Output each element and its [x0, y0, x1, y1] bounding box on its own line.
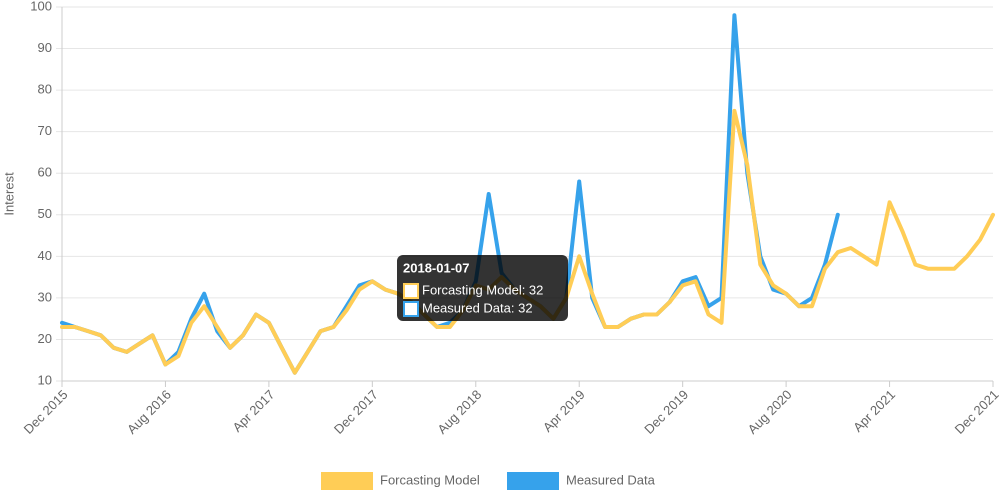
tooltip-swatch: [403, 283, 419, 299]
y-axis-label: Interest: [1, 172, 16, 216]
x-tick-label: Aug 2016: [124, 387, 174, 437]
legend-label: Forcasting Model: [380, 472, 480, 487]
tooltip-item: Measured Data: 32: [422, 300, 533, 315]
series-line: [60, 108, 995, 375]
tooltip-swatch: [403, 301, 419, 317]
x-tick-label: Dec 2015: [21, 387, 71, 437]
y-tick-label: 100: [30, 0, 52, 13]
x-tick-label: Apr 2019: [540, 387, 588, 435]
legend: Forcasting Model Measured Data: [321, 472, 656, 490]
series-line: [60, 13, 840, 375]
tooltip-title: 2018-01-07: [403, 260, 470, 275]
legend-swatch: [321, 472, 373, 490]
y-tick-label: 20: [38, 331, 52, 346]
x-tick-label: Apr 2021: [850, 387, 898, 435]
legend-swatch: [507, 472, 559, 490]
x-tick-label: Dec 2021: [952, 387, 1002, 437]
tooltip-box: [397, 255, 568, 321]
x-tick-label: Dec 2017: [331, 387, 381, 437]
x-tick-label: Aug 2018: [434, 387, 484, 437]
y-tick-label: 60: [38, 165, 52, 180]
x-tick-label: Apr 2017: [230, 387, 278, 435]
y-tick-label: 80: [38, 82, 52, 97]
y-tick-label: 70: [38, 123, 52, 138]
tooltip: 2018-01-07 Forcasting Model: 32 Measured D…: [397, 255, 568, 321]
legend-label: Measured Data: [566, 472, 656, 487]
y-tick-label: 90: [38, 40, 52, 55]
y-tick-label: 40: [38, 248, 52, 263]
x-tick-label: Dec 2019: [641, 387, 691, 437]
y-tick-label: 50: [38, 206, 52, 221]
y-tick-label: 30: [38, 289, 52, 304]
y-tick-label: 10: [38, 372, 52, 387]
x-tick-label: Aug 2020: [745, 387, 795, 437]
tooltip-item: Forcasting Model: 32: [422, 282, 543, 297]
